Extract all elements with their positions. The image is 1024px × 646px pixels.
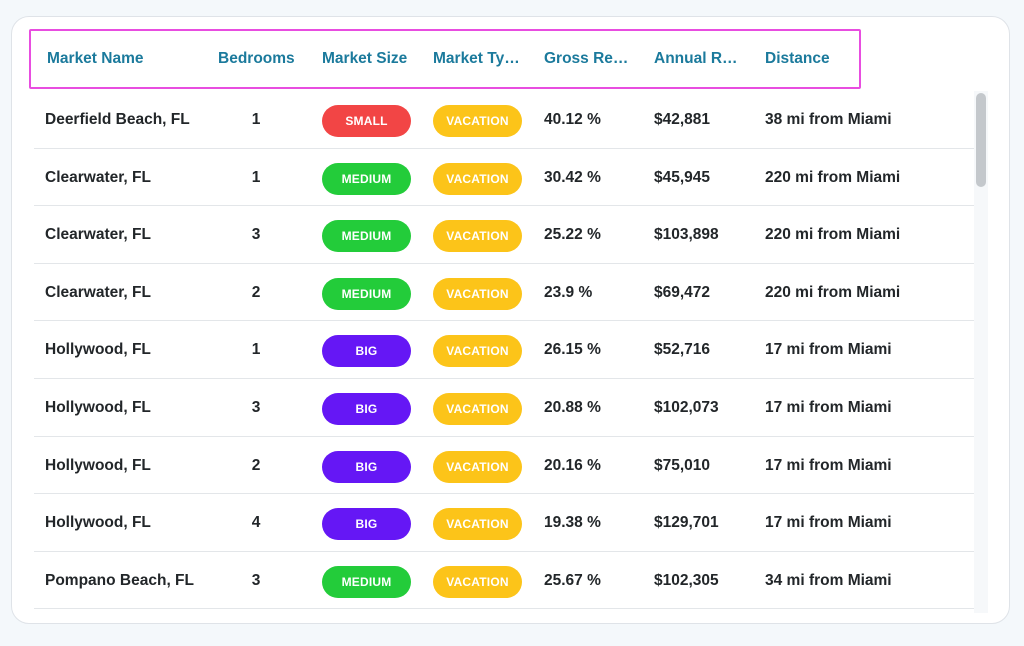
column-header-market-size[interactable]: Market Size <box>322 50 408 67</box>
column-header-annual-revenue[interactable]: Annual Revenue <box>654 50 744 67</box>
cell-market-name: Deerfield Beach, FL <box>45 111 190 128</box>
cell-distance: 17 mi from Miami <box>765 341 892 359</box>
market-type-badge: VACATION <box>433 450 522 483</box>
table-row[interactable]: Hollywood, FL 3 BIG VACATION 20.88 % $10… <box>34 379 974 437</box>
market-size-badge: MEDIUM <box>322 565 411 598</box>
cell-distance: 17 mi from Miami <box>765 456 892 474</box>
scrollbar-track[interactable] <box>974 91 988 613</box>
cell-annual-revenue: $129,701 <box>654 514 719 532</box>
market-type-badge: VACATION <box>433 565 522 598</box>
column-header-distance[interactable]: Distance <box>765 50 830 67</box>
cell-gross-rental-yield: 19.38 % <box>544 514 601 532</box>
cell-bedrooms: 1 <box>251 168 261 186</box>
cell-distance: 38 mi from Miami <box>765 111 892 128</box>
cell-distance: 220 mi from Miami <box>765 226 901 244</box>
cell-annual-revenue: $42,881 <box>654 111 711 128</box>
market-size-badge: MEDIUM <box>322 220 411 253</box>
table-row[interactable]: Clearwater, FL 3 MEDIUM VACATION 25.22 %… <box>34 206 974 264</box>
cell-gross-rental-yield: 26.15 % <box>544 341 601 359</box>
table-row[interactable]: Hollywood, FL 1 BIG VACATION 26.15 % $52… <box>34 321 974 379</box>
cell-distance: 220 mi from Miami <box>765 283 901 301</box>
cell-market-name: Clearwater, FL <box>45 168 151 186</box>
cell-distance: 17 mi from Miami <box>765 514 892 532</box>
cell-annual-revenue: $102,073 <box>654 399 719 416</box>
market-size-badge: BIG <box>322 508 411 541</box>
cell-market-name: Clearwater, FL <box>45 226 151 244</box>
market-size-badge: SMALL <box>322 105 411 137</box>
market-size-badge: BIG <box>322 450 411 483</box>
cell-annual-revenue: $52,716 <box>654 341 711 359</box>
market-size-badge: MEDIUM <box>322 162 411 195</box>
table-row[interactable]: Deerfield Beach, FL 1 SMALL VACATION 40.… <box>34 91 974 149</box>
markets-table-card: Market Name Bedrooms Market Size Market … <box>11 16 1010 624</box>
scrollbar-thumb[interactable] <box>976 93 986 187</box>
cell-gross-rental-yield: 30.42 % <box>544 168 601 186</box>
market-type-badge: VACATION <box>433 105 522 137</box>
column-header-market-name[interactable]: Market Name <box>47 50 144 67</box>
cell-market-name: Hollywood, FL <box>45 341 151 359</box>
cell-bedrooms: 2 <box>251 283 261 301</box>
market-type-badge: VACATION <box>433 220 522 253</box>
cell-bedrooms: 1 <box>251 341 261 359</box>
cell-annual-revenue: $103,898 <box>654 226 719 244</box>
cell-annual-revenue: $75,010 <box>654 456 711 474</box>
table-body: Deerfield Beach, FL 1 SMALL VACATION 40.… <box>34 91 974 623</box>
cell-market-name: Clearwater, FL <box>45 283 151 301</box>
table-row[interactable]: Hollywood, FL 4 BIG VACATION 19.38 % $12… <box>34 494 974 552</box>
market-type-badge: VACATION <box>433 508 522 541</box>
table-row[interactable]: Clearwater, FL 2 MEDIUM VACATION 23.9 % … <box>34 264 974 322</box>
column-header-gross-rental-yield[interactable]: Gross Rental Yield <box>544 50 634 67</box>
market-size-badge: BIG <box>322 335 411 368</box>
market-size-badge: BIG <box>322 393 411 425</box>
cell-gross-rental-yield: 40.12 % <box>544 111 601 128</box>
cell-market-name: Hollywood, FL <box>45 399 151 416</box>
cell-market-name: Pompano Beach, FL <box>45 571 194 589</box>
cell-annual-revenue: $69,472 <box>654 283 711 301</box>
cell-gross-rental-yield: 23.9 % <box>544 283 593 301</box>
cell-bedrooms: 2 <box>251 456 261 474</box>
cell-bedrooms: 3 <box>251 226 261 244</box>
column-header-market-type[interactable]: Market Type <box>433 50 521 67</box>
column-header-bedrooms[interactable]: Bedrooms <box>218 50 295 67</box>
cell-distance: 220 mi from Miami <box>765 168 901 186</box>
table-row[interactable]: Pompano Beach, FL 3 MEDIUM VACATION 25.6… <box>34 552 974 610</box>
market-type-badge: VACATION <box>433 277 522 310</box>
cell-gross-rental-yield: 25.67 % <box>544 571 601 589</box>
cell-market-name: Hollywood, FL <box>45 514 151 532</box>
cell-gross-rental-yield: 20.16 % <box>544 456 601 474</box>
cell-bedrooms: 1 <box>251 111 261 128</box>
cell-annual-revenue: $102,305 <box>654 571 719 589</box>
market-type-badge: VACATION <box>433 162 522 195</box>
cell-bedrooms: 3 <box>251 399 261 416</box>
market-type-badge: VACATION <box>433 335 522 368</box>
table-header: Market Name Bedrooms Market Size Market … <box>29 29 861 89</box>
table-row[interactable]: Clearwater, FL 1 MEDIUM VACATION 30.42 %… <box>34 149 974 207</box>
cell-market-name: Hollywood, FL <box>45 456 151 474</box>
cell-bedrooms: 4 <box>251 514 261 532</box>
market-type-badge: VACATION <box>433 393 522 425</box>
cell-distance: 17 mi from Miami <box>765 399 892 416</box>
cell-gross-rental-yield: 20.88 % <box>544 399 601 416</box>
cell-annual-revenue: $45,945 <box>654 168 711 186</box>
cell-gross-rental-yield: 25.22 % <box>544 226 601 244</box>
cell-bedrooms: 3 <box>251 571 261 589</box>
market-size-badge: MEDIUM <box>322 277 411 310</box>
table-row[interactable]: Hollywood, FL 2 BIG VACATION 20.16 % $75… <box>34 437 974 495</box>
cell-distance: 34 mi from Miami <box>765 571 892 589</box>
